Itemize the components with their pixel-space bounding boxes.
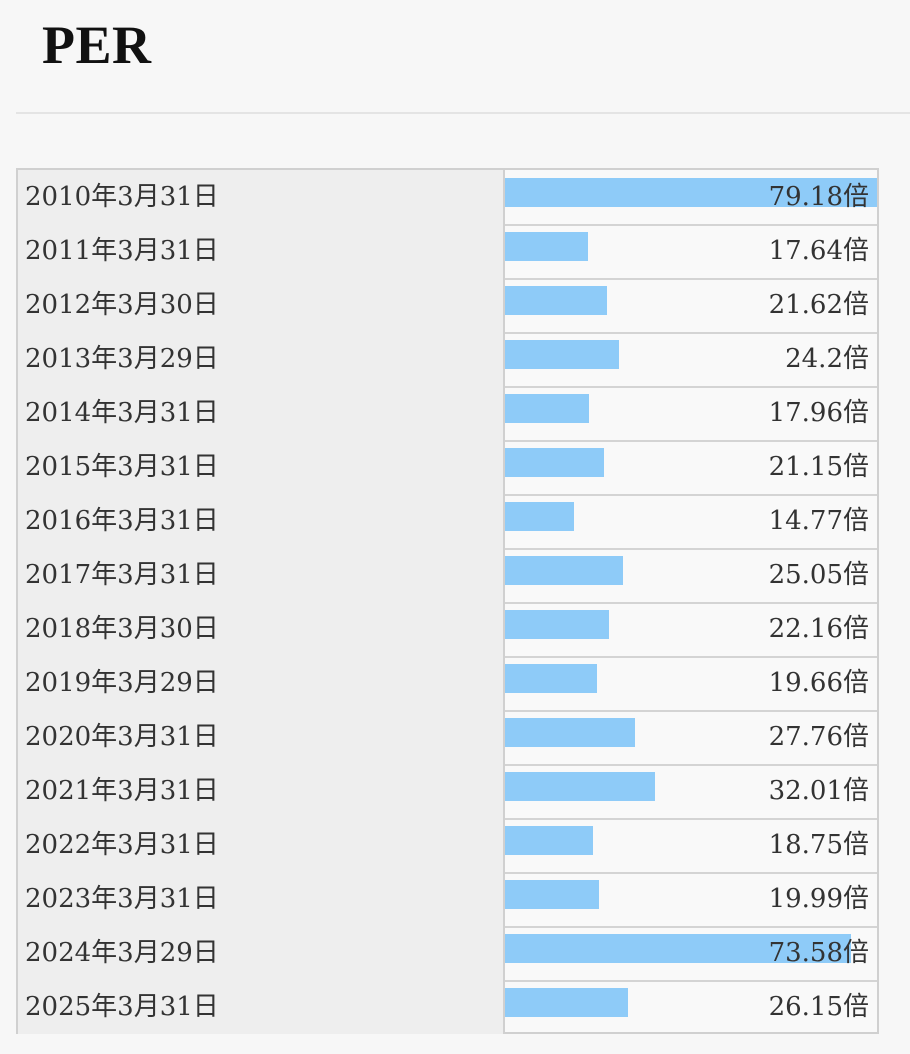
date-cell: 2011年3月31日	[18, 224, 505, 278]
per-value-label: 21.15倍	[768, 452, 869, 482]
value-cell: 21.62倍	[505, 278, 877, 332]
table-row: 2016年3月31日 14.77倍	[18, 494, 877, 548]
date-cell: 2025年3月31日	[18, 980, 505, 1034]
table-row: 2012年3月30日 21.62倍	[18, 278, 877, 332]
date-cell: 2012年3月30日	[18, 278, 505, 332]
date-label: 2016年3月31日	[25, 506, 219, 536]
date-label: 2018年3月30日	[25, 614, 219, 644]
date-label: 2017年3月31日	[25, 560, 219, 590]
value-cell: 17.64倍	[505, 224, 877, 278]
per-value-label: 26.15倍	[768, 992, 869, 1022]
per-bar	[505, 610, 609, 639]
table-row: 2017年3月31日 25.05倍	[18, 548, 877, 602]
date-cell: 2017年3月31日	[18, 548, 505, 602]
date-cell: 2023年3月31日	[18, 872, 505, 926]
date-label: 2021年3月31日	[25, 776, 219, 806]
per-bar	[505, 394, 589, 423]
table-row: 2014年3月31日 17.96倍	[18, 386, 877, 440]
date-cell: 2022年3月31日	[18, 818, 505, 872]
table-row: 2010年3月31日 79.18倍	[18, 170, 877, 224]
per-value-label: 27.76倍	[768, 722, 869, 752]
value-cell: 24.2倍	[505, 332, 877, 386]
per-value-label: 79.18倍	[768, 182, 869, 212]
date-cell: 2014年3月31日	[18, 386, 505, 440]
value-cell: 19.99倍	[505, 872, 877, 926]
per-bar	[505, 556, 623, 585]
per-bar	[505, 934, 851, 963]
per-bar-table: 2010年3月31日 79.18倍 2011年3月31日 17.64倍 2012年3月3…	[16, 168, 879, 1034]
date-label: 2012年3月30日	[25, 290, 219, 320]
date-label: 2015年3月31日	[25, 452, 219, 482]
date-label: 2025年3月31日	[25, 992, 219, 1022]
value-cell: 25.05倍	[505, 548, 877, 602]
per-value-label: 18.75倍	[768, 830, 869, 860]
date-cell: 2010年3月31日	[18, 170, 505, 224]
date-label: 2022年3月31日	[25, 830, 219, 860]
table-row: 2023年3月31日 19.99倍	[18, 872, 877, 926]
table-row: 2024年3月29日 73.58倍	[18, 926, 877, 980]
date-label: 2014年3月31日	[25, 398, 219, 428]
date-cell: 2015年3月31日	[18, 440, 505, 494]
per-value-label: 14.77倍	[768, 506, 869, 536]
table-row: 2013年3月29日 24.2倍	[18, 332, 877, 386]
per-bar	[505, 286, 607, 315]
table-row: 2015年3月31日 21.15倍	[18, 440, 877, 494]
date-cell: 2020年3月31日	[18, 710, 505, 764]
table-row: 2022年3月31日 18.75倍	[18, 818, 877, 872]
per-value-label: 19.99倍	[768, 884, 869, 914]
date-cell: 2016年3月31日	[18, 494, 505, 548]
value-cell: 73.58倍	[505, 926, 877, 980]
date-label: 2023年3月31日	[25, 884, 219, 914]
per-bar	[505, 718, 635, 747]
per-value-label: 22.16倍	[768, 614, 869, 644]
per-bar	[505, 448, 604, 477]
per-bar	[505, 178, 877, 207]
table-row: 2019年3月29日 19.66倍	[18, 656, 877, 710]
date-cell: 2024年3月29日	[18, 926, 505, 980]
date-label: 2020年3月31日	[25, 722, 219, 752]
value-cell: 14.77倍	[505, 494, 877, 548]
date-label: 2010年3月31日	[25, 182, 219, 212]
value-cell: 18.75倍	[505, 818, 877, 872]
table-row: 2020年3月31日 27.76倍	[18, 710, 877, 764]
table-row: 2021年3月31日 32.01倍	[18, 764, 877, 818]
per-value-label: 19.66倍	[768, 668, 869, 698]
value-cell: 32.01倍	[505, 764, 877, 818]
date-cell: 2021年3月31日	[18, 764, 505, 818]
table-row: 2025年3月31日 26.15倍	[18, 980, 877, 1034]
per-value-label: 25.05倍	[768, 560, 869, 590]
date-cell: 2018年3月30日	[18, 602, 505, 656]
per-bar	[505, 826, 593, 855]
date-label: 2024年3月29日	[25, 938, 219, 968]
table-row: 2011年3月31日 17.64倍	[18, 224, 877, 278]
per-value-label: 24.2倍	[785, 344, 869, 374]
value-cell: 19.66倍	[505, 656, 877, 710]
per-bar	[505, 880, 599, 909]
date-label: 2013年3月29日	[25, 344, 219, 374]
value-cell: 27.76倍	[505, 710, 877, 764]
per-value-label: 17.64倍	[768, 236, 869, 266]
per-value-label: 21.62倍	[768, 290, 869, 320]
value-cell: 22.16倍	[505, 602, 877, 656]
per-bar	[505, 232, 588, 261]
value-cell: 17.96倍	[505, 386, 877, 440]
per-bar	[505, 664, 597, 693]
per-bar	[505, 772, 655, 801]
date-label: 2019年3月29日	[25, 668, 219, 698]
date-cell: 2013年3月29日	[18, 332, 505, 386]
date-cell: 2019年3月29日	[18, 656, 505, 710]
page-title: PER	[42, 15, 152, 75]
per-value-label: 17.96倍	[768, 398, 869, 428]
title-divider	[16, 112, 910, 114]
value-cell: 21.15倍	[505, 440, 877, 494]
value-cell: 26.15倍	[505, 980, 877, 1034]
per-value-label: 32.01倍	[768, 776, 869, 806]
per-bar	[505, 502, 574, 531]
table-row: 2018年3月30日 22.16倍	[18, 602, 877, 656]
value-cell: 79.18倍	[505, 170, 877, 224]
per-value-label: 73.58倍	[768, 938, 869, 968]
per-bar	[505, 340, 619, 369]
per-bar	[505, 988, 628, 1017]
date-label: 2011年3月31日	[25, 236, 219, 266]
